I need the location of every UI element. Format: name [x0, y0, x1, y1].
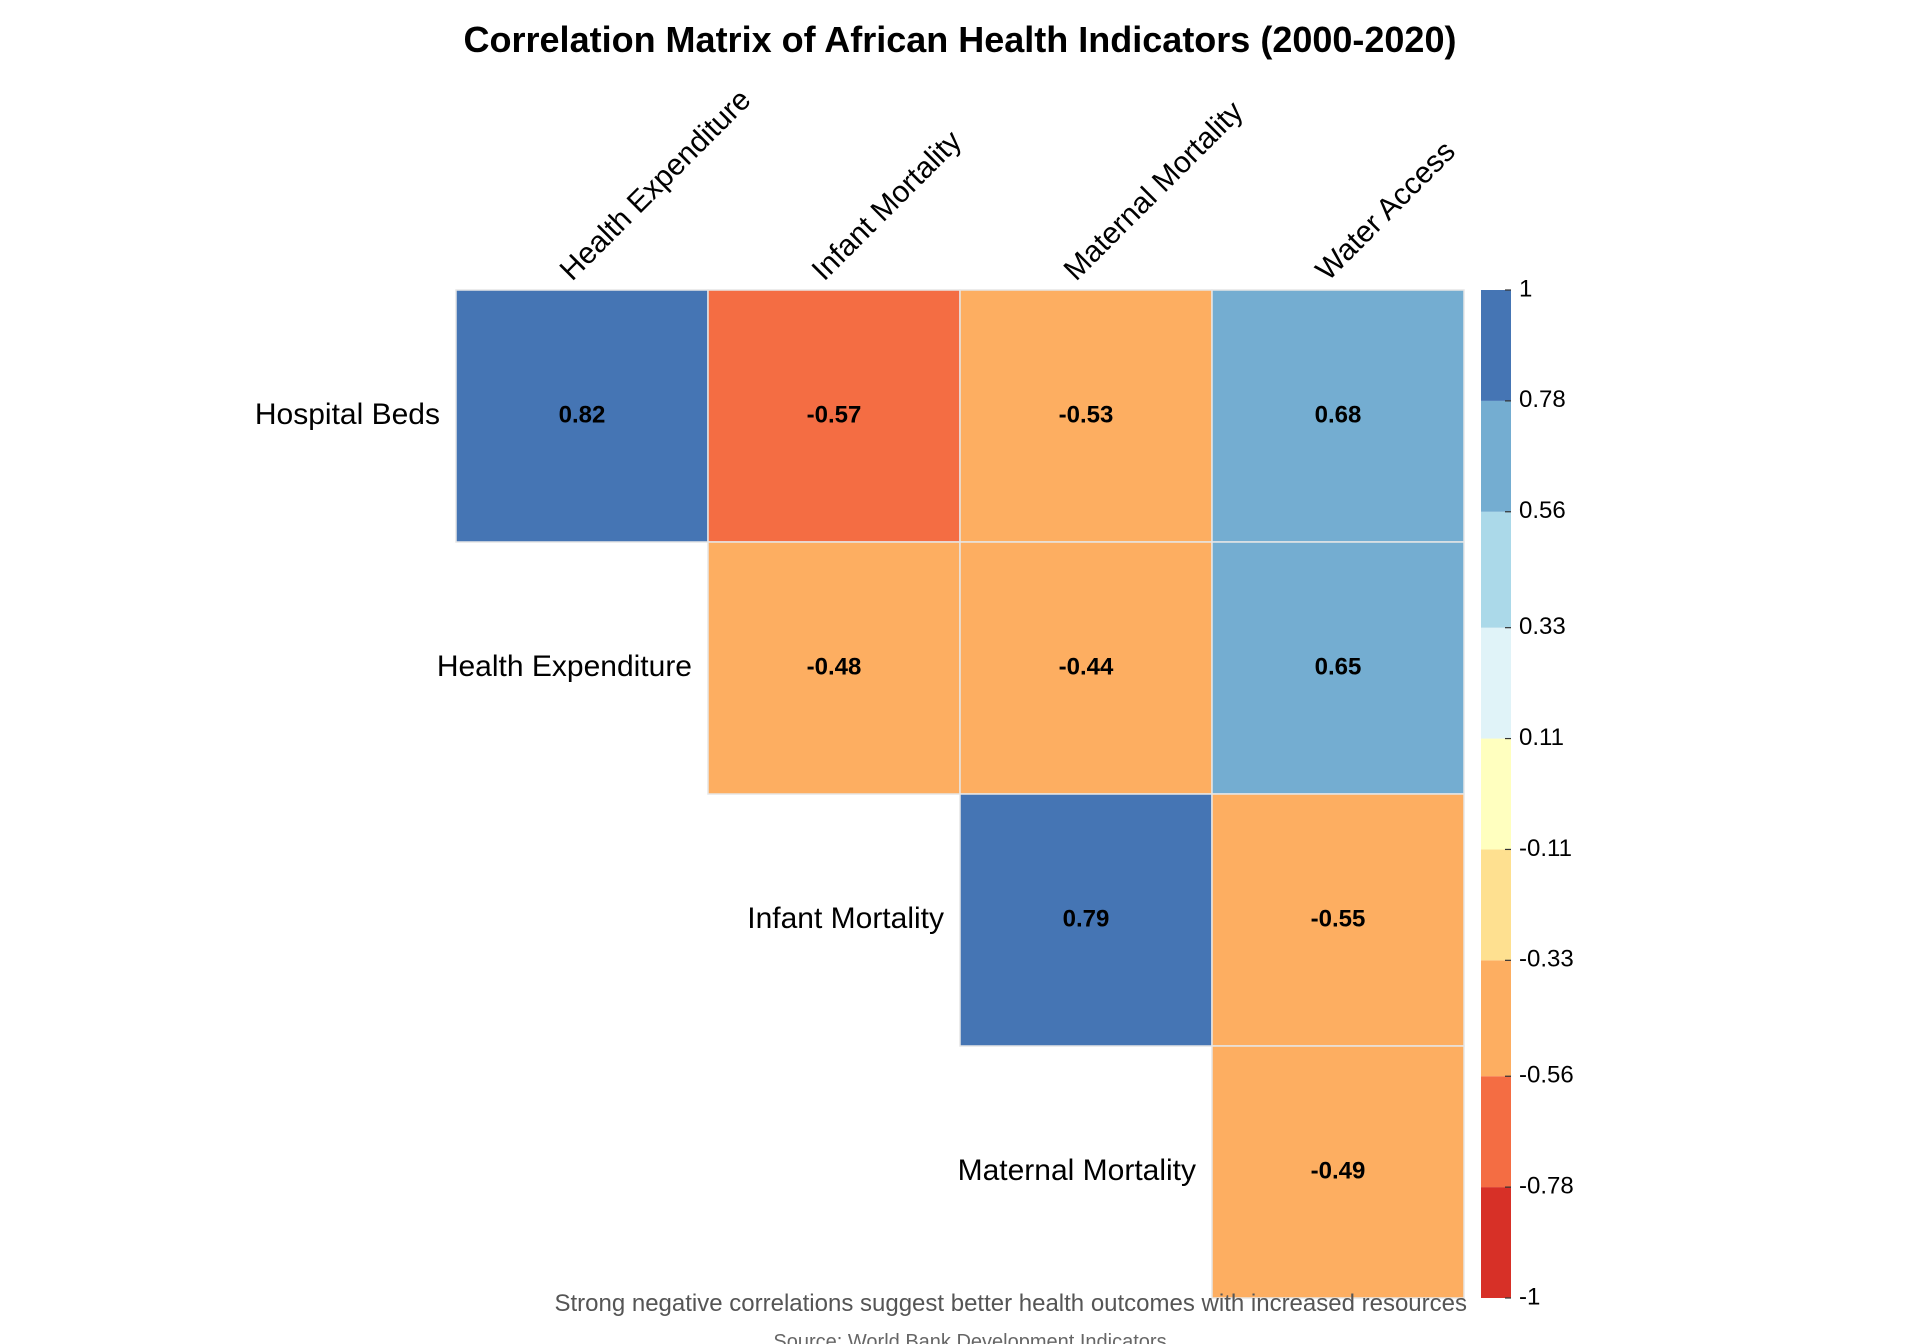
- cell-value-label: 0.79: [1063, 905, 1110, 932]
- chart-subtitle: Strong negative correlations suggest bet…: [554, 1290, 1467, 1317]
- row-label-health-expenditure: Health Expenditure: [437, 650, 692, 683]
- legend-tick-label: 0.56: [1519, 497, 1566, 524]
- heatmap-cell-hospital-beds-health-expenditure: [455, 289, 709, 543]
- chart-caption: Source: World Bank Development Indicator…: [773, 1331, 1166, 1344]
- legend-tick-label: 0.78: [1519, 386, 1566, 413]
- heatmap-cell-maternal-mortality-water-access: [1211, 1045, 1465, 1299]
- cell-value-label: 0.82: [559, 401, 606, 428]
- heatmap-cell-health-expenditure-water-access: [1211, 541, 1465, 795]
- legend-color-bin: [1481, 290, 1511, 401]
- heatmap-cell-hospital-beds-water-access: [1211, 289, 1465, 543]
- row-label-maternal-mortality: Maternal Mortality: [958, 1154, 1196, 1187]
- legend-tick-label: -1: [1519, 1283, 1540, 1310]
- column-label-maternal-mortality: Maternal Mortality: [1058, 95, 1250, 287]
- legend-color-bin: [1481, 1076, 1511, 1188]
- legend-tick-label: -0.78: [1519, 1172, 1574, 1199]
- legend-color-bin: [1481, 627, 1511, 739]
- legend-color-bin: [1481, 400, 1511, 512]
- legend-tick-label: 0.33: [1519, 613, 1566, 640]
- legend-color-bin: [1481, 960, 1511, 1077]
- legend-color-bin: [1481, 738, 1511, 850]
- cell-value-label: -0.57: [807, 401, 862, 428]
- row-labels: Hospital Beds Health Expenditure Infant Mo…: [255, 398, 1196, 1187]
- cell-value-label: -0.55: [1311, 905, 1366, 932]
- column-label-water-access: Water Access: [1310, 135, 1462, 287]
- legend-tick-label: -0.33: [1519, 946, 1574, 973]
- cell-value-label: -0.53: [1059, 401, 1114, 428]
- column-label-infant-mortality: Infant Mortality: [806, 124, 968, 286]
- heatmap-cells: 0.82 -0.57 -0.53 0.68 -0.48 -0.44 0.65 0.79 -0.5…: [455, 289, 1465, 1299]
- row-label-infant-mortality: Infant Mortality: [747, 902, 944, 935]
- heatmap-cell-infant-mortality-maternal-mortality: [959, 793, 1213, 1047]
- column-label-health-expenditure: Health Expenditure: [554, 83, 758, 287]
- heatmap-cell-hospital-beds-maternal-mortality: [959, 289, 1213, 543]
- cell-value-label: 0.65: [1315, 653, 1362, 680]
- row-label-hospital-beds: Hospital Beds: [255, 398, 440, 431]
- cell-value-label: 0.68: [1315, 401, 1362, 428]
- cell-value-label: -0.44: [1059, 653, 1114, 680]
- cell-value-label: -0.49: [1311, 1157, 1366, 1184]
- heatmap-cell-health-expenditure-infant-mortality: [707, 541, 961, 795]
- heatmap-cell-hospital-beds-infant-mortality: [707, 289, 961, 543]
- heatmap-cell-infant-mortality-water-access: [1211, 793, 1465, 1047]
- legend-color-bin: [1481, 511, 1511, 628]
- legend-tick-label: -0.11: [1519, 835, 1572, 862]
- legend-tick-label: 1: [1519, 275, 1532, 302]
- legend-color-bin: [1481, 849, 1511, 961]
- column-labels: Health Expenditure Infant Mortality Matern…: [554, 83, 1462, 287]
- legend-tick-label: -0.56: [1519, 1062, 1574, 1089]
- chart-title: Correlation Matrix of African Health Ind…: [464, 19, 1457, 60]
- cell-value-label: -0.48: [807, 653, 862, 680]
- color-legend: 1 0.78 0.56 0.33 0.11 -0.11 -0.33 -0.56 -0.78 -1: [1481, 275, 1574, 1310]
- legend-color-bin: [1481, 1187, 1511, 1298]
- legend-tick-label: 0.11: [1519, 724, 1564, 751]
